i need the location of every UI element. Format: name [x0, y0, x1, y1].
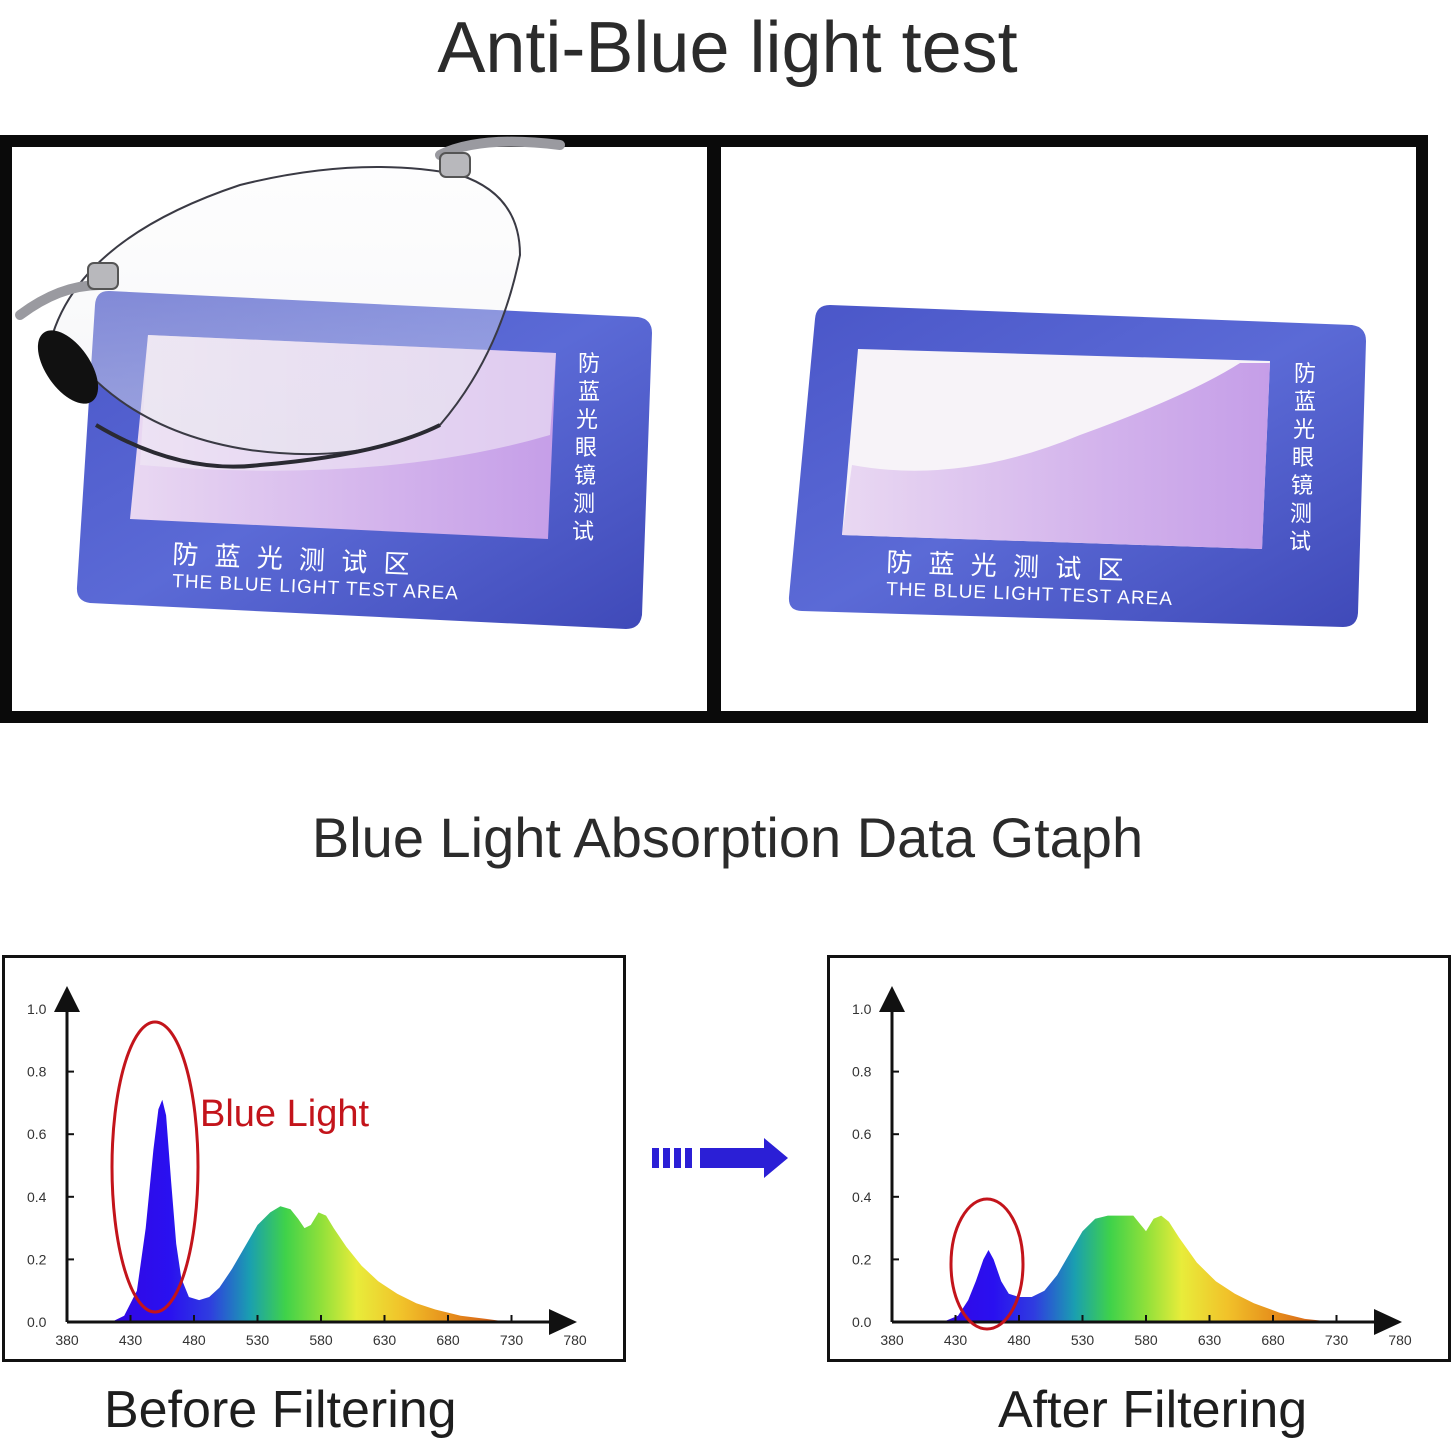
- spectrum-area: [942, 1215, 1334, 1322]
- x-tick-label: 480: [182, 1332, 206, 1348]
- caption-before: Before Filtering: [104, 1381, 457, 1439]
- svg-text:光: 光: [1293, 418, 1315, 443]
- y-tick-label: 0.4: [852, 1189, 872, 1205]
- right-card-side-text: 防 蓝 光 眼 镜 测 试: [1289, 362, 1316, 555]
- svg-text:测: 测: [573, 492, 595, 517]
- x-tick-label: 430: [944, 1332, 968, 1348]
- page-title: Anti-Blue light test: [437, 8, 1018, 88]
- y-tick-label: 0.6: [27, 1126, 47, 1142]
- svg-text:光: 光: [576, 408, 598, 433]
- svg-text:防: 防: [1294, 362, 1316, 387]
- x-tick-label: 730: [1325, 1332, 1349, 1348]
- x-tick-label: 630: [1198, 1332, 1222, 1348]
- x-tick-label: 730: [500, 1332, 524, 1348]
- x-tick-label: 480: [1007, 1332, 1031, 1348]
- photo-comparison-panel: 防 蓝 光 眼 镜 测 试 防 蓝 光 测 试 区 THE BLUE LIGHT…: [0, 135, 1428, 723]
- chart-before-svg: 0.0 0.2 0.4 0.6 0.8 1.0 380 430 480 530 580 630 680 7…: [27, 986, 587, 1348]
- y-tick-label: 1.0: [852, 1001, 872, 1017]
- y-tick-label: 0.8: [852, 1064, 872, 1080]
- x-tick-label: 680: [436, 1332, 460, 1348]
- section-title: Blue Light Absorption Data Gtaph: [311, 806, 1144, 869]
- svg-text:防: 防: [578, 352, 600, 377]
- chart-after-filtering: 0.0 0.2 0.4 0.6 0.8 1.0 380 430 480 530 580 630 680 7…: [827, 955, 1451, 1362]
- caption-after: After Filtering: [998, 1381, 1308, 1439]
- y-axis-arrow-icon: [54, 986, 80, 1012]
- x-tick-label: 530: [1071, 1332, 1095, 1348]
- right-arrow-icon: [652, 1138, 788, 1178]
- y-tick-label: 0.8: [27, 1064, 47, 1080]
- y-tick-label: 0.6: [852, 1126, 872, 1142]
- x-tick-label: 630: [373, 1332, 397, 1348]
- x-tick-label: 580: [1134, 1332, 1158, 1348]
- x-tick-label: 380: [880, 1332, 904, 1348]
- y-tick-label: 0.2: [27, 1251, 47, 1267]
- x-tick-label: 580: [309, 1332, 333, 1348]
- y-axis-arrow-icon: [879, 986, 905, 1012]
- svg-text:试: 试: [1289, 530, 1311, 555]
- right-test-card: [788, 305, 1366, 627]
- svg-text:测: 测: [1290, 502, 1312, 527]
- svg-text:镜: 镜: [1291, 474, 1313, 499]
- x-tick-label: 530: [246, 1332, 270, 1348]
- y-tick-label: 0.2: [852, 1251, 872, 1267]
- chart-before-filtering: 0.0 0.2 0.4 0.6 0.8 1.0 380 430 480 530 580 630 680 7…: [2, 955, 626, 1362]
- svg-text:蓝: 蓝: [1294, 390, 1316, 415]
- y-tick-label: 0.0: [852, 1314, 872, 1330]
- y-tick-label: 1.0: [27, 1001, 47, 1017]
- x-axis-arrow-icon: [1374, 1309, 1402, 1335]
- svg-text:蓝: 蓝: [578, 380, 600, 405]
- y-tick-label: 0.4: [27, 1189, 47, 1205]
- blue-light-annotation: Blue Light: [200, 1093, 369, 1135]
- chart-after-svg: 0.0 0.2 0.4 0.6 0.8 1.0 380 430 480 530 580 630 680 7…: [852, 986, 1412, 1348]
- x-tick-label: 380: [55, 1332, 79, 1348]
- x-tick-label: 680: [1261, 1332, 1285, 1348]
- x-tick-label: 430: [119, 1332, 143, 1348]
- x-tick-label: 780: [563, 1332, 587, 1348]
- x-axis-arrow-icon: [549, 1309, 577, 1335]
- svg-text:眼: 眼: [1292, 446, 1314, 471]
- svg-text:试: 试: [572, 520, 594, 545]
- blue-light-highlight: [110, 1020, 200, 1314]
- blue-light-highlight: [949, 1197, 1025, 1331]
- svg-text:镜: 镜: [574, 464, 596, 489]
- y-tick-label: 0.0: [27, 1314, 47, 1330]
- left-card-side-text: 防 蓝 光 眼 镜 测 试: [572, 352, 600, 545]
- glasses-lens: [15, 136, 565, 469]
- x-tick-label: 780: [1388, 1332, 1412, 1348]
- svg-text:眼: 眼: [575, 436, 597, 461]
- spectrum-area: [111, 1099, 510, 1322]
